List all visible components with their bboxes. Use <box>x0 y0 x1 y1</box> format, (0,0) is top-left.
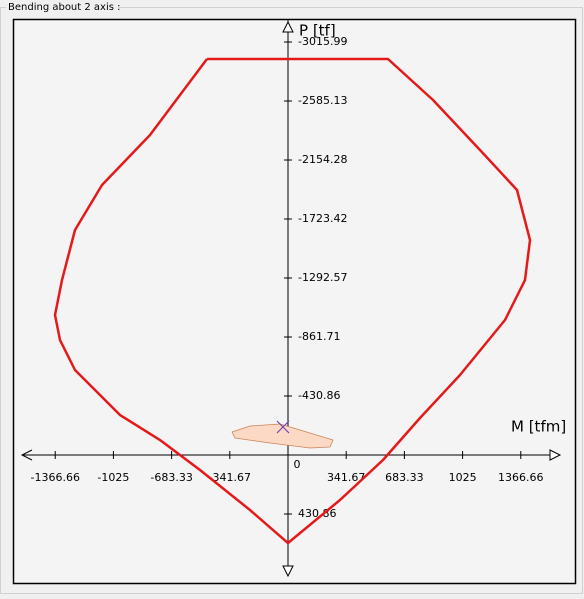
y-tick-label: -3015.99 <box>298 35 347 48</box>
group-title-bg <box>6 0 118 14</box>
x-tick-label: -1366.66 <box>30 471 79 484</box>
y-tick-label: -430.86 <box>298 389 340 402</box>
y-arrow-top <box>282 20 294 33</box>
x-tick-label: 0 <box>294 458 301 471</box>
y-tick-label: -2585.13 <box>298 94 347 107</box>
x-tick-label: 683.33 <box>385 471 424 484</box>
x-tick-label: -341.67 <box>209 471 251 484</box>
y-tick-label: -2154.28 <box>298 153 347 166</box>
x-arrow-right <box>549 449 562 461</box>
y-tick-label: -1723.42 <box>298 212 347 225</box>
y-axis-label: P [tf] <box>299 22 336 40</box>
y-tick-label: -1292.57 <box>298 271 347 284</box>
x-axis-label: M [tfm] <box>511 418 566 436</box>
plot-frame <box>12 18 577 585</box>
load-point <box>276 420 290 434</box>
interaction-curve <box>53 57 532 545</box>
x-tick-label: 341.67 <box>327 471 366 484</box>
x-tick-label: 1025 <box>449 471 477 484</box>
x-tick-label: -683.33 <box>150 471 192 484</box>
y-tick-label: -861.71 <box>298 330 340 343</box>
x-arrow-left <box>20 449 33 461</box>
load-region <box>231 423 334 449</box>
x-tick-label: -1025 <box>97 471 129 484</box>
panel-title: Bending about 2 axis : <box>8 2 121 13</box>
x-tick-label: 1366.66 <box>498 471 544 484</box>
y-arrow-bottom <box>282 565 294 578</box>
group-box <box>0 7 583 594</box>
